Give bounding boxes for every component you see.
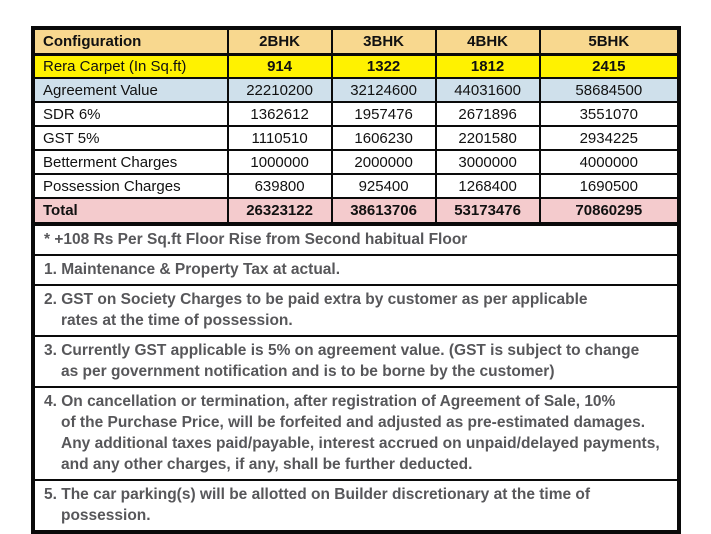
note: 4. On cancellation or termination, after…	[35, 386, 677, 479]
column-header: 4BHK	[434, 30, 541, 56]
cell-value: 3000000	[434, 149, 541, 175]
row-label: GST 5%	[35, 125, 229, 151]
row-label: SDR 6%	[35, 101, 229, 127]
table-header-row: Configuration 2BHK 3BHK 4BHK 5BHK	[35, 30, 677, 56]
table-row: Possession Charges 639800 925400 1268400 169…	[35, 173, 677, 199]
cell-value: 639800	[226, 173, 333, 199]
table-row: Agreement Value 22210200 32124600 44031600 5…	[35, 77, 677, 103]
cell-value: 4000000	[538, 149, 677, 175]
note: 1. Maintenance & Property Tax at actual.	[35, 254, 677, 284]
row-label: Total	[35, 197, 229, 222]
cell-value: 2415	[538, 53, 677, 79]
table-row: Total 26323122 38613706 53173476 70860295	[35, 197, 677, 222]
cell-value: 22210200	[226, 77, 333, 103]
column-header: 2BHK	[226, 30, 333, 56]
cell-value: 58684500	[538, 77, 677, 103]
cell-value: 1812	[434, 53, 541, 79]
table-row: Rera Carpet (In Sq.ft) 914 1322 1812 2415	[35, 53, 677, 79]
cell-value: 1268400	[434, 173, 541, 199]
cell-value: 38613706	[330, 197, 437, 222]
cell-value: 1000000	[226, 149, 333, 175]
cell-value: 3551070	[538, 101, 677, 127]
cell-value: 1690500	[538, 173, 677, 199]
column-header: 3BHK	[330, 30, 437, 56]
table-row: GST 5% 1110510 1606230 2201580 2934225	[35, 125, 677, 151]
cell-value: 26323122	[226, 197, 333, 222]
note: * +108 Rs Per Sq.ft Floor Rise from Seco…	[44, 231, 468, 248]
cell-value: 2201580	[434, 125, 541, 151]
table-row: SDR 6% 1362612 1957476 2671896 3551070	[35, 101, 677, 127]
cell-value: 925400	[330, 173, 437, 199]
cell-value: 1322	[330, 53, 437, 79]
price-table-body: Rera Carpet (In Sq.ft) 914 1322 1812 2415 Agr…	[35, 53, 677, 222]
cell-value: 1957476	[330, 101, 437, 127]
header-configuration: Configuration	[35, 30, 229, 56]
cell-value: 914	[226, 53, 333, 79]
cell-value: 70860295	[538, 197, 677, 222]
cell-value: 1362612	[226, 101, 333, 127]
cell-value: 44031600	[434, 77, 541, 103]
row-label: Possession Charges	[35, 173, 229, 199]
note: 3. Currently GST applicable is 5% on agr…	[35, 335, 677, 386]
cell-value: 1110510	[226, 125, 333, 151]
cell-value: 2934225	[538, 125, 677, 151]
note: 2. GST on Society Charges to be paid ext…	[35, 284, 677, 335]
cell-value: 2671896	[434, 101, 541, 127]
table-row: Betterment Charges 1000000 2000000 3000000 4…	[35, 149, 677, 175]
column-header: 5BHK	[538, 30, 677, 56]
cell-value: 1606230	[330, 125, 437, 151]
cell-value: 32124600	[330, 77, 437, 103]
price-table: Configuration 2BHK 3BHK 4BHK 5BHK Rera Carp…	[35, 30, 677, 222]
note: 5. The car parking(s) will be allotted o…	[35, 479, 677, 530]
row-label: Betterment Charges	[35, 149, 229, 175]
row-label: Agreement Value	[35, 77, 229, 103]
row-label: Rera Carpet (In Sq.ft)	[35, 53, 229, 79]
notes: * +108 Rs Per Sq.ft Floor Rise from Seco…	[35, 222, 677, 530]
cell-value: 53173476	[434, 197, 541, 222]
pricing-sheet: Configuration 2BHK 3BHK 4BHK 5BHK Rera Carp…	[31, 26, 681, 534]
cell-value: 2000000	[330, 149, 437, 175]
